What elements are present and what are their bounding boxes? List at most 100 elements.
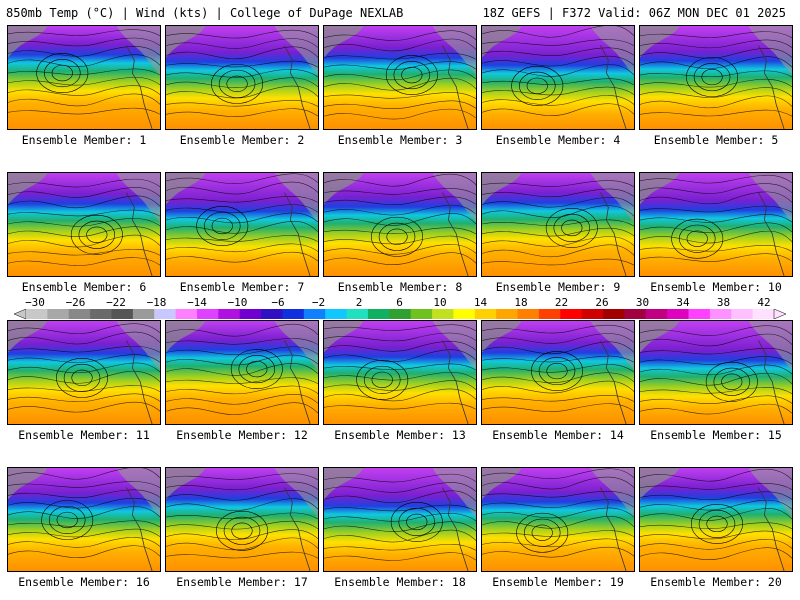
cold-region bbox=[324, 26, 364, 58]
colorbar-max-arrow bbox=[773, 309, 786, 319]
ensemble-map-panel bbox=[323, 25, 477, 130]
colorbar-tick-label: −22 bbox=[106, 296, 126, 309]
colorbar-tick-label: 22 bbox=[554, 296, 569, 309]
ensemble-member-label: Ensemble Member: 3 bbox=[337, 133, 463, 147]
colorbar-swatch bbox=[474, 309, 497, 319]
colorbar-swatch bbox=[432, 309, 454, 319]
colorbar-swatch bbox=[90, 309, 112, 319]
ensemble-member-label: Ensemble Member: 15 bbox=[650, 428, 782, 442]
colorbar-swatch bbox=[132, 309, 155, 319]
ensemble-member-label: Ensemble Member: 4 bbox=[495, 133, 621, 147]
colorbar-swatch bbox=[68, 309, 91, 319]
ensemble-map-panel bbox=[7, 25, 161, 130]
ensemble-member-label: Ensemble Member: 20 bbox=[650, 575, 782, 589]
colorbar-swatch bbox=[496, 309, 519, 319]
ensemble-member-label: Ensemble Member: 10 bbox=[650, 280, 782, 294]
ensemble-member-label: Ensemble Member: 18 bbox=[334, 575, 466, 589]
ensemble-map-panel bbox=[481, 467, 635, 572]
colorbar-swatch bbox=[560, 309, 583, 319]
colorbar-tick-label: 14 bbox=[473, 296, 488, 309]
colorbar-swatch bbox=[303, 309, 326, 319]
colorbar-tick-label: −30 bbox=[25, 296, 45, 309]
cold-region bbox=[640, 468, 680, 500]
colorbar-swatch bbox=[26, 309, 48, 319]
cold-region bbox=[8, 26, 48, 58]
colorbar-swatch bbox=[624, 309, 647, 319]
ensemble-map-panel bbox=[481, 25, 635, 130]
ensemble-member-label: Ensemble Member: 19 bbox=[492, 575, 624, 589]
colorbar-swatch bbox=[581, 309, 604, 319]
ensemble-member-label: Ensemble Member: 13 bbox=[334, 428, 466, 442]
land-region bbox=[432, 468, 476, 518]
land-region bbox=[748, 468, 792, 518]
ensemble-member-label: Ensemble Member: 16 bbox=[18, 575, 150, 589]
temperature-colorbar bbox=[14, 309, 786, 319]
colorbar-swatch bbox=[154, 309, 177, 319]
model-valid-time: 18Z GEFS | F372 Valid: 06Z MON DEC 01 20… bbox=[482, 6, 786, 20]
ensemble-map-panel bbox=[165, 320, 319, 425]
colorbar-swatch bbox=[538, 309, 561, 319]
colorbar-swatch bbox=[196, 309, 219, 319]
land-region bbox=[748, 173, 792, 223]
ensemble-member-label: Ensemble Member: 17 bbox=[176, 575, 308, 589]
ensemble-member-label: Ensemble Member: 7 bbox=[179, 280, 305, 294]
colorbar-swatch bbox=[282, 309, 305, 319]
colorbar-tick-label: −14 bbox=[187, 296, 207, 309]
land-region bbox=[748, 26, 792, 76]
land-region bbox=[274, 468, 318, 518]
colorbar-tick-label: 42 bbox=[757, 296, 771, 309]
colorbar-tick-label: 6 bbox=[396, 296, 403, 309]
colorbar-tick-label: −26 bbox=[65, 296, 86, 309]
colorbar-swatch bbox=[752, 309, 775, 319]
cold-region bbox=[8, 468, 48, 500]
map-title: 850mb Temp (°C) | Wind (kts) | College o… bbox=[6, 6, 404, 20]
colorbar-swatch bbox=[603, 309, 625, 319]
colorbar-tick-label: −18 bbox=[146, 296, 167, 309]
ensemble-map-panel bbox=[7, 320, 161, 425]
land-region bbox=[116, 173, 160, 223]
ensemble-map-panel bbox=[481, 320, 635, 425]
ensemble-member-label: Ensemble Member: 1 bbox=[21, 133, 147, 147]
colorbar-swatch bbox=[667, 309, 690, 319]
land-region bbox=[432, 26, 476, 76]
cold-region bbox=[324, 468, 364, 500]
ensemble-map-panel bbox=[7, 172, 161, 277]
colorbar-tick-label: 2 bbox=[355, 296, 363, 309]
colorbar-swatch bbox=[47, 309, 70, 319]
colorbar-tick-label: −6 bbox=[271, 296, 285, 309]
cold-region bbox=[640, 173, 680, 205]
cold-region bbox=[166, 468, 206, 500]
colorbar-min-arrow bbox=[14, 309, 27, 319]
colorbar-tick-label: 26 bbox=[595, 296, 609, 309]
colorbar-swatch bbox=[239, 309, 262, 319]
cold-region bbox=[166, 321, 206, 353]
ensemble-member-label: Ensemble Member: 11 bbox=[18, 428, 150, 442]
cold-region bbox=[640, 321, 680, 353]
colorbar-swatch bbox=[453, 309, 476, 319]
colorbar-tick-label: −2 bbox=[311, 296, 326, 309]
colorbar-tick-label: 34 bbox=[676, 296, 690, 309]
colorbar-tick-label: 18 bbox=[514, 296, 528, 309]
ensemble-member-label: Ensemble Member: 8 bbox=[337, 280, 463, 294]
colorbar-swatch bbox=[731, 309, 754, 319]
colorbar-tick-label: 30 bbox=[635, 296, 650, 309]
ensemble-map-panel bbox=[7, 467, 161, 572]
ensemble-map-panel bbox=[639, 25, 793, 130]
ensemble-member-label: Ensemble Member: 6 bbox=[21, 280, 147, 294]
colorbar-swatch bbox=[218, 309, 241, 319]
land-region bbox=[748, 321, 792, 371]
colorbar-swatch bbox=[367, 309, 390, 319]
ensemble-map-panel bbox=[639, 172, 793, 277]
ensemble-member-label: Ensemble Member: 5 bbox=[653, 133, 779, 147]
ensemble-member-label: Ensemble Member: 12 bbox=[176, 428, 308, 442]
cold-region bbox=[8, 173, 48, 205]
land-region bbox=[432, 173, 476, 223]
land-region bbox=[590, 173, 634, 223]
colorbar-labels: −30 −26 −22 −18 −14 −10 −6 −2 2 6 10 14 18 22 26 30 34 38… bbox=[0, 296, 800, 309]
ensemble-map-panel bbox=[323, 467, 477, 572]
cold-region bbox=[166, 173, 206, 205]
colorbar-tick-label: 10 bbox=[433, 296, 447, 309]
land-region bbox=[590, 26, 634, 76]
colorbar-swatch bbox=[709, 309, 732, 319]
land-region bbox=[590, 321, 634, 371]
